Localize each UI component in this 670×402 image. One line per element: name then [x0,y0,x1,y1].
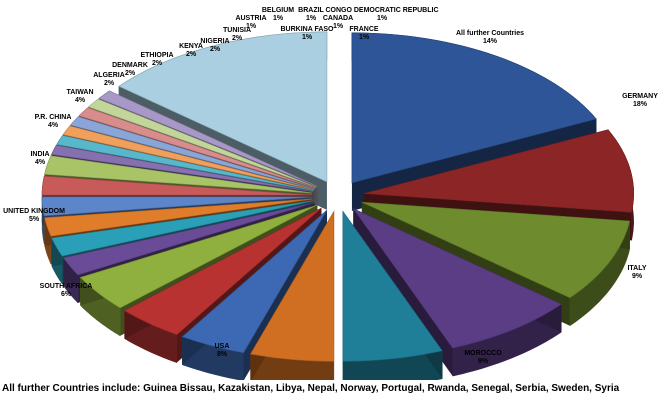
slice-united-kingdom [250,210,335,362]
value-south-africa: 6% [61,291,72,298]
slice-ethiopia [44,198,313,237]
slice-kenya [41,196,313,217]
label-tunisia: TUNISIA [223,27,251,34]
label-france: FRANCE [349,26,378,33]
value-denmark: 2% [125,70,136,77]
label-usa: USA [215,343,230,350]
slice-burkina-faso [69,116,315,190]
slice-brazil [62,125,315,191]
label-all-further-countries: All further Countries [456,30,524,37]
value-kenya: 2% [186,51,197,58]
slice-algeria [62,202,315,276]
value-all-further-countries: 14% [483,38,498,45]
slice-tunisia [44,155,313,194]
label-kenya: KENYA [179,43,203,50]
slice-tops [41,31,634,362]
slice-p-r-china [123,207,322,336]
value-p-r-china: 4% [48,122,59,129]
slice-morocco [361,201,631,299]
slice-usa [352,207,562,349]
label-germany: GERMANY [622,93,658,100]
value-nigeria: 2% [210,46,221,53]
value-ethiopia: 2% [152,60,163,67]
label-brazil: BRAZIL [298,7,324,14]
slice-austria [51,144,314,192]
slice-germany [351,32,597,184]
value-united-kingdom: 5% [29,216,40,223]
label-algeria: ALGERIA [93,72,125,79]
label-india: INDIA [30,151,49,158]
value-taiwan: 4% [75,97,86,104]
slice-belgium [56,135,314,192]
value-morocco: 9% [478,358,489,365]
value-belgium: 1% [273,15,284,22]
value-usa: 8% [217,351,228,358]
label-ethiopia: ETHIOPIA [140,52,173,59]
label-canada: CANADA [323,15,353,22]
value-france: 1% [359,34,370,41]
value-algeria: 2% [104,80,115,87]
label-p-r-china: P.R. CHINA [35,114,72,121]
slice-france [98,90,318,187]
value-india: 4% [35,159,46,166]
value-germany: 18% [633,101,648,108]
value-brazil: 1% [306,15,317,22]
value-italy: 9% [632,273,643,280]
value-tunisia: 2% [232,35,243,42]
label-italy: ITALY [627,265,646,272]
slice-canada [78,107,316,189]
label-burkina-faso: BURKINA FASO [280,26,334,33]
label-austria: AUSTRIA [235,15,266,22]
label-south-africa: SOUTH AFRICA [40,283,93,290]
slice-nigeria [41,175,313,196]
label-morocco: MOROCCO [464,350,502,357]
label-united-kingdom: UNITED KINGDOM [3,208,65,215]
slice-south-africa [342,210,443,362]
label-denmark: DENMARK [112,62,148,69]
label-nigeria: NIGERIA [200,38,229,45]
label-belgium: BELGIUM [262,7,294,14]
value-canada: 1% [333,23,344,30]
value-austria: 1% [246,23,257,30]
slice-taiwan [79,204,318,309]
label-congo-democratic-republic: CONGO DEMOCRATIC REPUBLIC [325,7,438,14]
slice-all-further-countries [118,31,328,183]
value-congo-democratic-republic: 1% [377,15,388,22]
slice-india [181,209,328,354]
label-taiwan: TAIWAN [66,89,93,96]
value-burkina-faso: 1% [302,34,313,41]
footnote: All further Countries include: Guinea Bi… [2,383,620,394]
slice-congo-democratic-republic [87,98,317,188]
slice-denmark [51,200,314,257]
slice-italy [363,129,634,213]
